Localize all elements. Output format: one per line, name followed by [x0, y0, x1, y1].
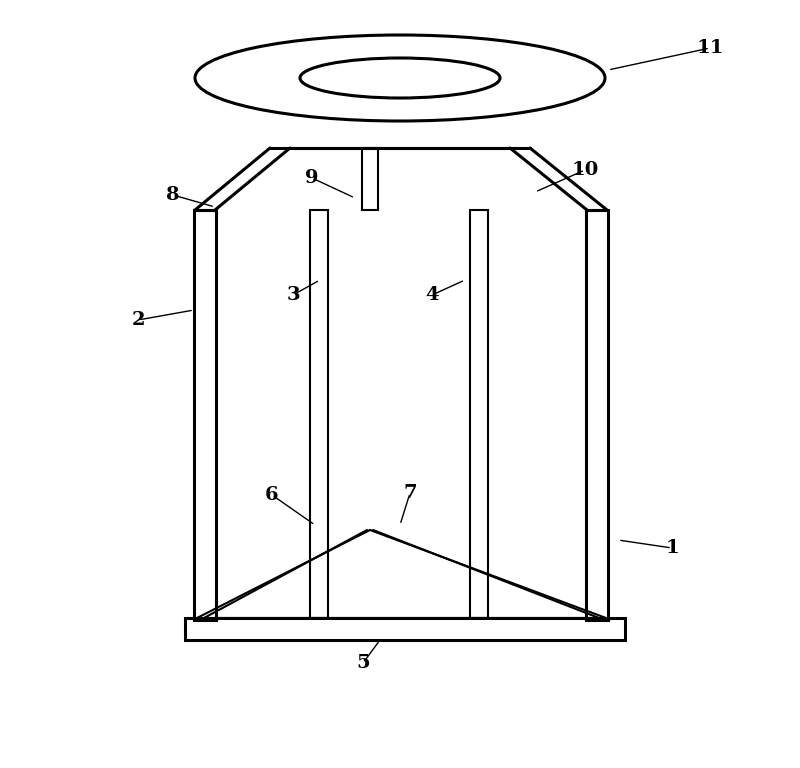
Text: 1: 1 — [665, 539, 679, 557]
Bar — [194, 210, 216, 620]
Text: 2: 2 — [131, 311, 145, 329]
Bar — [185, 618, 625, 640]
Text: 11: 11 — [696, 39, 724, 57]
Text: 5: 5 — [356, 654, 370, 672]
Text: 3: 3 — [286, 286, 300, 304]
Text: 4: 4 — [426, 286, 438, 304]
Text: 8: 8 — [166, 186, 180, 204]
Text: 10: 10 — [571, 161, 598, 179]
Bar — [586, 210, 608, 620]
Text: 6: 6 — [265, 486, 279, 504]
Text: 7: 7 — [403, 484, 417, 502]
Bar — [362, 148, 378, 210]
Text: 9: 9 — [306, 169, 318, 187]
